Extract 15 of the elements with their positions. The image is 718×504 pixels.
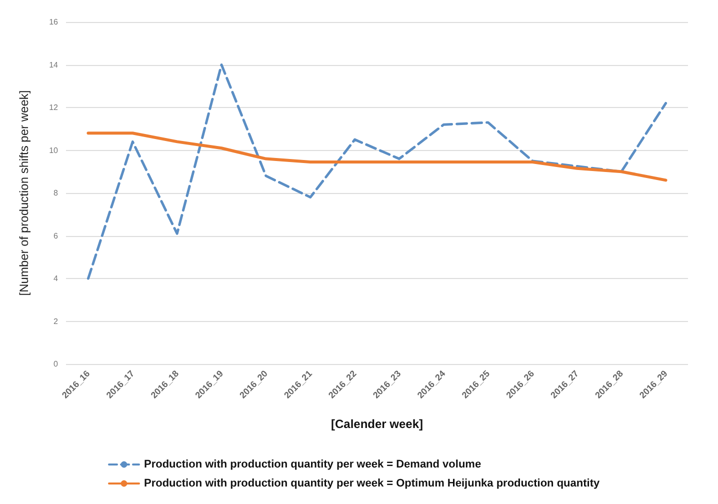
y-tick-label: 12: [49, 103, 59, 112]
y-tick-label: 4: [54, 274, 59, 283]
y-tick-label: 10: [49, 146, 59, 155]
y-tick-label: 0: [54, 360, 59, 368]
legend-label: Production with production quantity per week = Demand volume: [144, 458, 482, 470]
y-tick-label: 16: [49, 18, 59, 26]
line-series: [86, 64, 668, 280]
y-tick-label: 14: [49, 60, 59, 70]
line-series: [86, 132, 668, 182]
legend-label: Production with production quantity per week = Optimum Heijunka production quantity: [144, 478, 600, 490]
y-tick-label: 6: [54, 231, 59, 240]
y-axis-title: [Number of production shifts per week]: [17, 90, 31, 296]
x-axis-title: [Calender week]: [330, 417, 424, 431]
y-tick-label: 8: [54, 188, 59, 198]
y-tick-label: 2: [54, 316, 59, 326]
